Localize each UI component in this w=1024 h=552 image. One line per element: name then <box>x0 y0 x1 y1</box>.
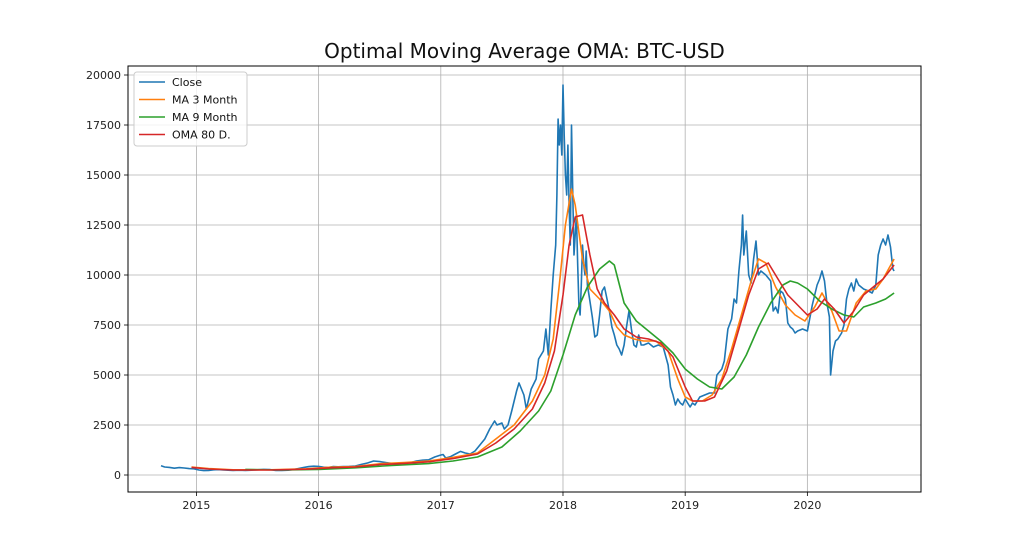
y-tick-label: 15000 <box>86 169 121 182</box>
legend: Close MA 3 Month MA 9 Month OMA 80 D. <box>133 71 248 147</box>
y-tick-label: 2500 <box>93 419 121 432</box>
chart-title: Optimal Moving Average OMA: BTC-USD <box>324 39 725 63</box>
legend-label: Close <box>172 76 202 89</box>
x-tick-label: 2015 <box>182 499 210 512</box>
x-tick-label: 2018 <box>549 499 577 512</box>
series-lines <box>160 84 895 472</box>
y-axis: 0 2500 5000 7500 10000 12500 15000 17500 20000 <box>86 69 128 482</box>
series-line-oma-80-d <box>191 214 895 471</box>
y-tick-label: 5000 <box>93 369 121 382</box>
x-axis: 2015 2016 2017 2018 2019 2020 <box>182 492 821 512</box>
series-line-ma-3-month <box>191 188 895 471</box>
y-tick-label: 12500 <box>86 219 121 232</box>
legend-box <box>133 71 248 147</box>
y-tick-label: 10000 <box>86 269 121 282</box>
y-tick-label: 20000 <box>86 69 121 82</box>
plot-frame <box>127 65 922 493</box>
legend-label: OMA 80 D. <box>172 129 231 142</box>
y-tick-label: 7500 <box>93 319 121 332</box>
y-tick-label: 0 <box>114 469 121 482</box>
x-tick-label: 2019 <box>671 499 699 512</box>
legend-label: MA 3 Month <box>172 94 238 107</box>
legend-label: MA 9 Month <box>172 111 238 124</box>
series-line-ma-9-month <box>245 260 895 471</box>
x-tick-label: 2020 <box>793 499 821 512</box>
x-tick-label: 2017 <box>427 499 455 512</box>
x-tick-label: 2016 <box>305 499 333 512</box>
y-tick-label: 17500 <box>86 119 121 132</box>
